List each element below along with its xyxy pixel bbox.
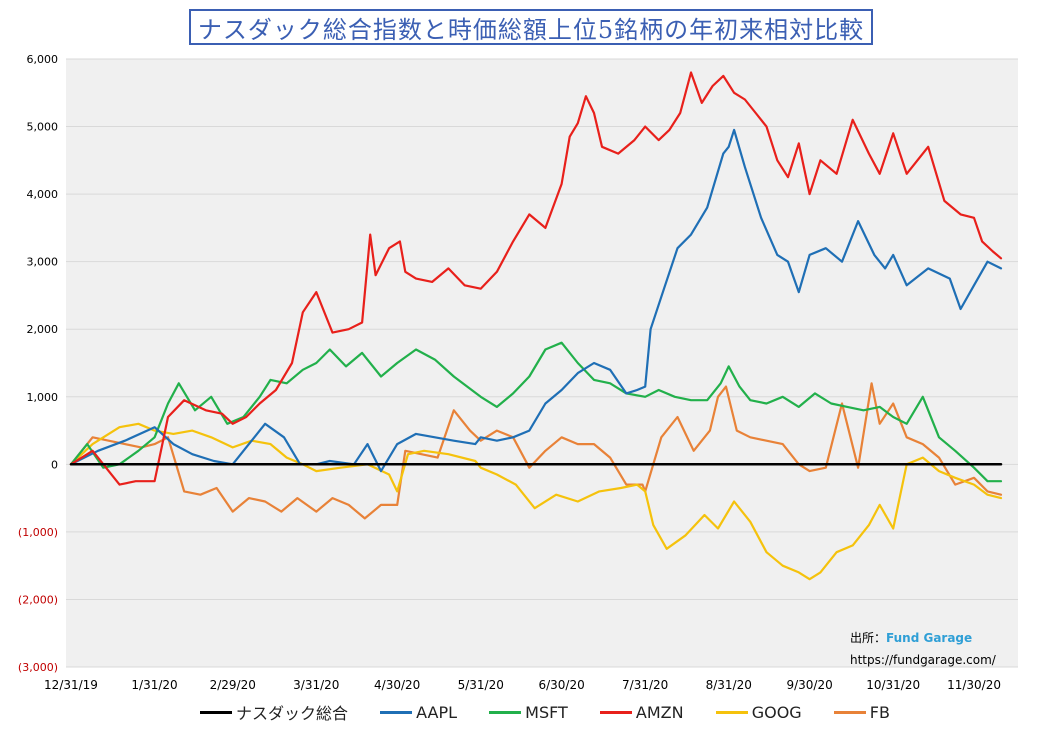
source-url[interactable]: https://fundgarage.com/: [850, 653, 996, 667]
x-tick-label: 2/29/20: [210, 678, 256, 692]
x-tick-label: 11/30/20: [947, 678, 1001, 692]
y-tick-label: 3,000: [27, 256, 59, 269]
chart-title: ナスダック総合指数と時価総額上位5銘柄の年初来相対比較: [189, 9, 873, 45]
series-line-goog: [69, 422, 1003, 581]
y-axis-tick-labels: 6,000 5,000 4,000 3,000 2,000 1,000 0 (1,000) (2…: [18, 53, 58, 674]
x-tick-label: 10/31/20: [866, 678, 920, 692]
x-tick-label: 3/31/20: [293, 678, 339, 692]
legend-swatch: [833, 710, 866, 714]
series-line-fb: [69, 382, 1003, 520]
x-tick-label: 5/31/20: [458, 678, 504, 692]
y-tick-label: 2,000: [27, 323, 59, 336]
legend-item-nasdaq: ナスダック総合: [200, 700, 348, 724]
y-tick-label: 6,000: [27, 53, 59, 66]
x-tick-label: 9/30/20: [786, 678, 832, 692]
y-tick-label: 4,000: [27, 188, 59, 201]
series-line-aapl: [69, 128, 1003, 473]
x-tick-label: 6/30/20: [538, 678, 584, 692]
legend-label: AAPL: [416, 702, 458, 722]
x-tick-label: 12/31/19: [44, 678, 98, 692]
legend-swatch: [489, 710, 522, 714]
y-tick-label: 1,000: [27, 391, 59, 404]
legend-swatch: [380, 710, 413, 714]
legend-swatch: [599, 710, 632, 714]
x-tick-label: 1/31/20: [131, 678, 177, 692]
legend-item-msft: MSFT: [489, 703, 568, 722]
legend-label: AMZN: [635, 702, 684, 722]
series-line-msft: [69, 341, 1003, 483]
legend: ナスダック総合 AAPL MSFT AMZN GOOG FB: [200, 700, 890, 724]
legend-item-amzn: AMZN: [599, 702, 684, 722]
y-tick-label: (1,000): [18, 526, 58, 539]
legend-label: MSFT: [525, 702, 568, 722]
legend-swatch: [200, 710, 232, 714]
x-axis-tick-labels: 12/31/19 1/31/20 2/29/20 3/31/20 4/30/20 5/31…: [44, 678, 1001, 692]
legend-swatch: [715, 710, 748, 714]
y-tick-label: (2,000): [18, 593, 58, 606]
legend-item-fb: FB: [833, 702, 890, 722]
legend-label: ナスダック総合: [236, 704, 349, 723]
legend-item-goog: GOOG: [715, 702, 802, 722]
source-label: 出所：: [850, 631, 887, 645]
legend-item-aapl: AAPL: [380, 703, 457, 722]
series-line-amzn: [69, 71, 1003, 486]
series-lines: [69, 71, 1003, 581]
legend-label: GOOG: [751, 702, 802, 722]
y-tick-label: 5,000: [27, 121, 59, 134]
y-tick-label: 0: [51, 458, 58, 471]
source-credit: 出所：Fund Garage https://fundgarage.com/: [850, 627, 1015, 671]
y-tick-label: (3,000): [18, 661, 58, 674]
source-brand: Fund Garage: [886, 631, 973, 645]
plot-area: [66, 59, 1018, 667]
legend-label: FB: [869, 702, 890, 722]
x-tick-label: 8/31/20: [706, 678, 752, 692]
x-tick-label: 4/30/20: [374, 678, 420, 692]
x-tick-label: 7/31/20: [622, 678, 668, 692]
